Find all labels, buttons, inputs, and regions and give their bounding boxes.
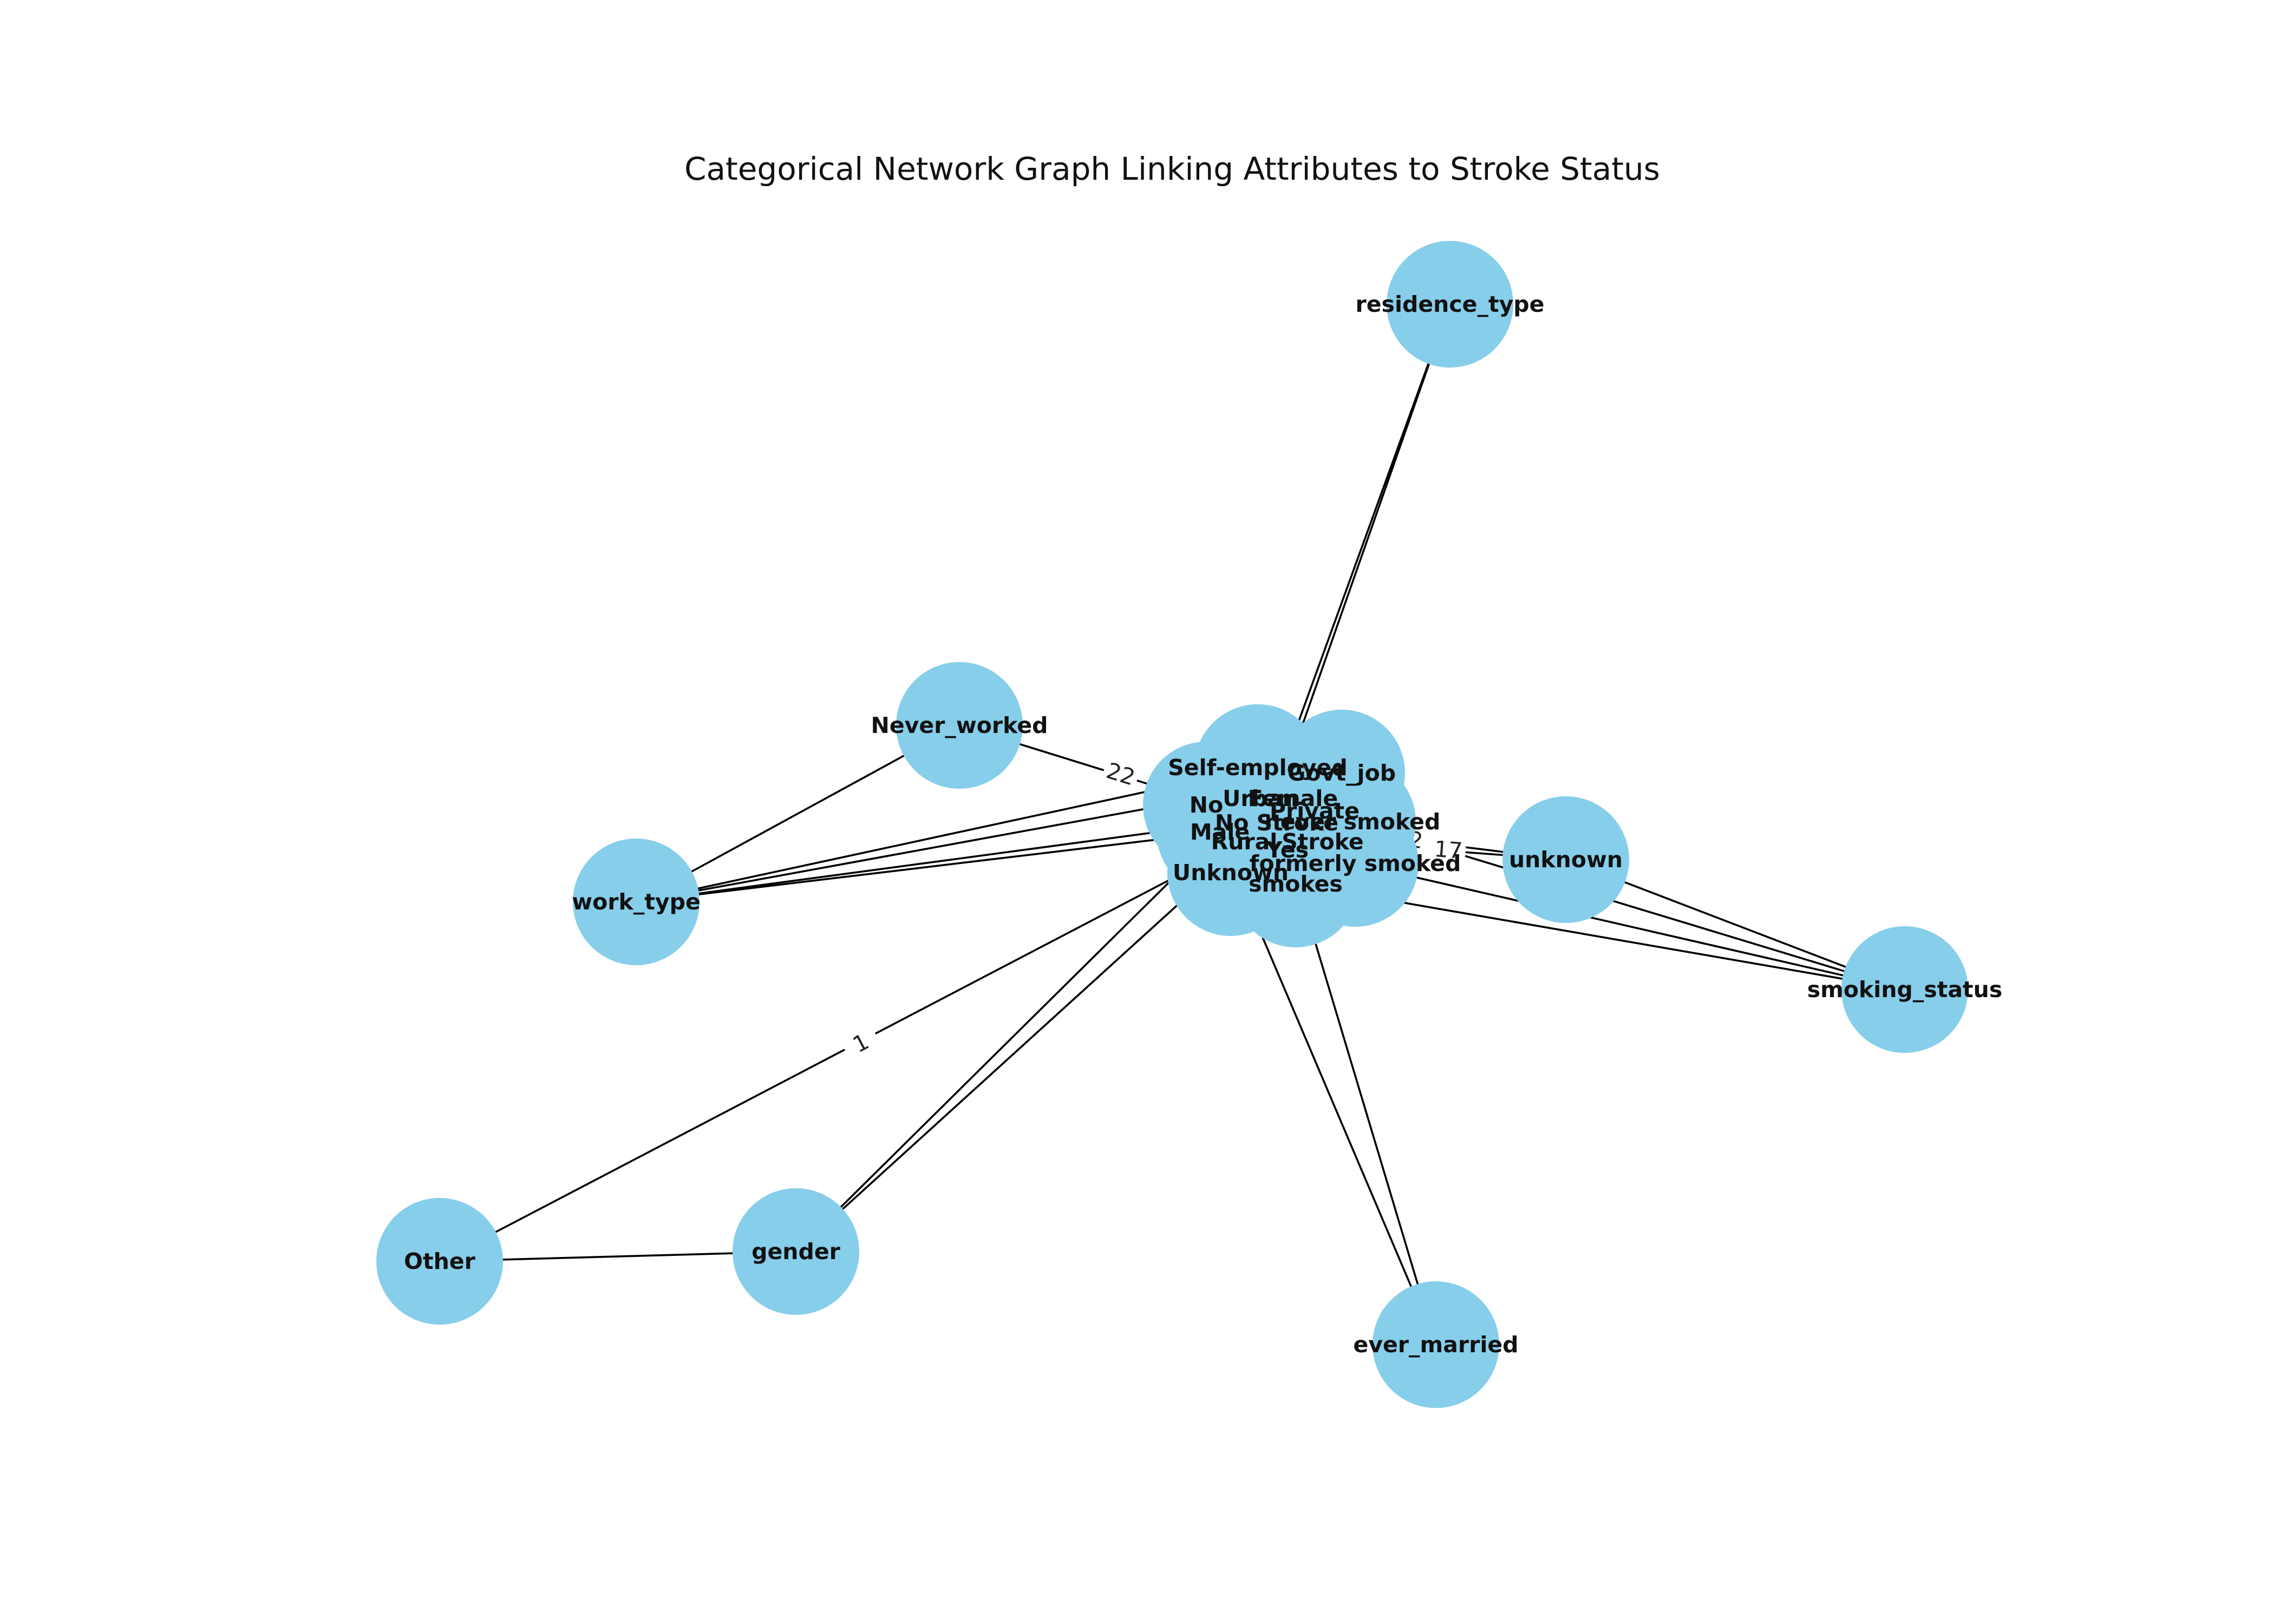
node-label-other: Other — [404, 1248, 475, 1274]
node-label-residence-type: residence_type — [1356, 291, 1545, 317]
nodes-layer: residence_type Never_worked work_type unkno… — [376, 241, 2002, 1408]
node-label-smoking-status: smoking_status — [1807, 977, 2003, 1003]
node-label-self-employed: Self-employed — [1168, 755, 1348, 781]
node-label-rural: Rural — [1211, 829, 1278, 855]
node-label-no-stroke: No Stroke — [1215, 810, 1338, 836]
node-label-yes: Yes — [1266, 837, 1309, 863]
node-label-ever-married: ever_married — [1353, 1332, 1518, 1358]
edge-work-type-male — [636, 831, 1220, 903]
node-label-female: Female — [1248, 785, 1338, 811]
node-label-never-smoked: never smoked — [1265, 809, 1441, 835]
node-label-male: Male — [1190, 819, 1250, 845]
node-label-private: Private — [1270, 798, 1360, 824]
node-label-unknown: unknown — [1509, 847, 1623, 873]
node-label-urban: Urban — [1223, 785, 1298, 811]
edge-label-background — [1100, 755, 1142, 793]
edge-label-background — [1430, 834, 1467, 866]
node-label-gender: gender — [752, 1239, 841, 1265]
node-label-unknown: Unknown — [1173, 860, 1289, 886]
node-label-formerly-smoked: formerly smoked — [1250, 850, 1461, 876]
edge-gender-male — [795, 831, 1221, 1253]
node-label-work-type: work_type — [572, 889, 701, 915]
edge-labels-layer: 222 171 — [839, 755, 1467, 1064]
chart-title: Categorical Network Graph Linking Attrib… — [684, 150, 1660, 187]
node-ever-married — [1373, 1281, 1499, 1408]
node-residence-type — [1387, 241, 1513, 368]
edge-label-background — [839, 1023, 883, 1064]
edge-smoking-status-formerly-smoked — [1355, 862, 1905, 991]
node-label-govt-job: Govt_job — [1288, 760, 1396, 786]
node-never-worked — [896, 662, 1023, 789]
node-label-never-worked: Never_worked — [871, 712, 1048, 738]
edge-label: 17 — [1433, 836, 1463, 864]
node-work-type — [573, 839, 700, 965]
node-unknown — [1502, 796, 1629, 923]
node-gender — [733, 1188, 859, 1315]
node-self-employed — [1194, 704, 1321, 831]
node-label-stroke: Stroke — [1282, 829, 1364, 855]
node-label-smokes: smokes — [1249, 871, 1343, 897]
node-smoking-status — [1841, 926, 1968, 1053]
node-other — [376, 1198, 503, 1325]
node-label-no: No — [1190, 792, 1223, 818]
